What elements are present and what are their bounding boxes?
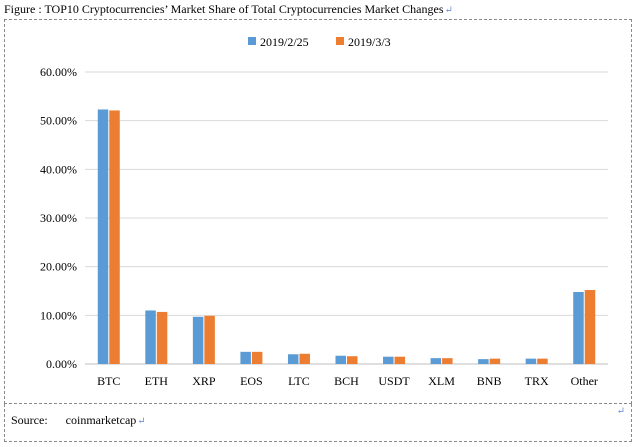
source-label: Source: bbox=[11, 413, 48, 427]
bar-xlm-series-2 bbox=[442, 358, 453, 364]
bar-xrp-series-2 bbox=[204, 315, 215, 364]
figure-title: Figure : TOP10 Cryptocurrencies’ Market … bbox=[4, 2, 453, 17]
y-tick-label: 10.00% bbox=[40, 308, 77, 322]
x-tick-label: BNB bbox=[477, 374, 502, 388]
bar-usdt-series-1 bbox=[383, 356, 394, 364]
x-tick-label: XRP bbox=[192, 374, 216, 388]
x-tick-label: EOS bbox=[240, 374, 263, 388]
y-tick-label: 60.00% bbox=[40, 65, 77, 79]
bar-eos-series-1 bbox=[240, 351, 251, 364]
legend-label-2: 2019/3/3 bbox=[348, 35, 391, 49]
paragraph-mark-icon: ↵ bbox=[444, 5, 453, 16]
x-tick-label: LTC bbox=[288, 374, 310, 388]
x-tick-label: BTC bbox=[97, 374, 120, 388]
chart-area: 0.00% 10.00% 20.00% 30.00% 40.00% 50.00% 60.00… bbox=[5, 20, 631, 403]
bar-ltc-series-2 bbox=[299, 353, 310, 364]
bar-eth-series-2 bbox=[156, 311, 168, 364]
bar-other-series-1 bbox=[573, 291, 584, 364]
x-axis-ticks: BTC ETH XRP EOS LTC BCH USDT XLM BNB TRX Other bbox=[97, 374, 598, 388]
x-tick-label: BCH bbox=[334, 374, 359, 388]
bars bbox=[97, 109, 596, 365]
x-tick-label: Other bbox=[571, 374, 598, 388]
paragraph-mark-icon: ↵ bbox=[616, 406, 625, 417]
bar-other-series-2 bbox=[584, 290, 596, 364]
bar-xrp-series-1 bbox=[192, 316, 204, 364]
x-tick-label: TRX bbox=[525, 374, 549, 388]
legend: 2019/2/25 2019/3/3 bbox=[248, 35, 391, 49]
y-tick-label: 0.00% bbox=[46, 357, 77, 371]
bar-chart: 0.00% 10.00% 20.00% 30.00% 40.00% 50.00% 60.00… bbox=[40, 35, 608, 388]
bar-btc-series-1 bbox=[97, 109, 109, 365]
bar-bnb-series-2 bbox=[489, 358, 501, 364]
y-axis-ticks: 0.00% 10.00% 20.00% 30.00% 40.00% 50.00% 60.00… bbox=[40, 65, 77, 371]
bar-xlm-series-1 bbox=[430, 358, 442, 364]
y-tick-label: 30.00% bbox=[40, 211, 77, 225]
paragraph-mark-icon: ↵ bbox=[137, 416, 146, 427]
bar-eos-series-2 bbox=[251, 351, 263, 364]
bar-bch-series-1 bbox=[335, 355, 346, 364]
y-tick-label: 20.00% bbox=[40, 260, 77, 274]
figure-title-text: Figure : TOP10 Cryptocurrencies’ Market … bbox=[4, 2, 444, 16]
x-tick-label: USDT bbox=[378, 374, 410, 388]
y-tick-label: 50.00% bbox=[40, 114, 77, 128]
legend-label-1: 2019/2/25 bbox=[260, 35, 309, 49]
bar-eth-series-1 bbox=[145, 310, 156, 364]
bar-bnb-series-1 bbox=[478, 359, 489, 364]
x-tick-label: ETH bbox=[145, 374, 169, 388]
bar-trx-series-1 bbox=[525, 358, 537, 364]
x-tick-label: XLM bbox=[428, 374, 455, 388]
gridlines bbox=[85, 71, 608, 365]
source-line: Source: coinmarketcap↵ bbox=[4, 404, 632, 442]
legend-swatch-2 bbox=[336, 37, 344, 45]
bar-ltc-series-1 bbox=[287, 354, 299, 364]
y-tick-label: 40.00% bbox=[40, 162, 77, 176]
bar-usdt-series-2 bbox=[394, 356, 406, 364]
bar-trx-series-2 bbox=[537, 358, 548, 364]
chart-frame: 0.00% 10.00% 20.00% 30.00% 40.00% 50.00% 60.00… bbox=[4, 19, 632, 417]
bar-bch-series-2 bbox=[347, 356, 358, 364]
bar-btc-series-2 bbox=[109, 110, 120, 365]
legend-swatch-1 bbox=[248, 37, 256, 45]
source-value: coinmarketcap bbox=[65, 413, 137, 427]
